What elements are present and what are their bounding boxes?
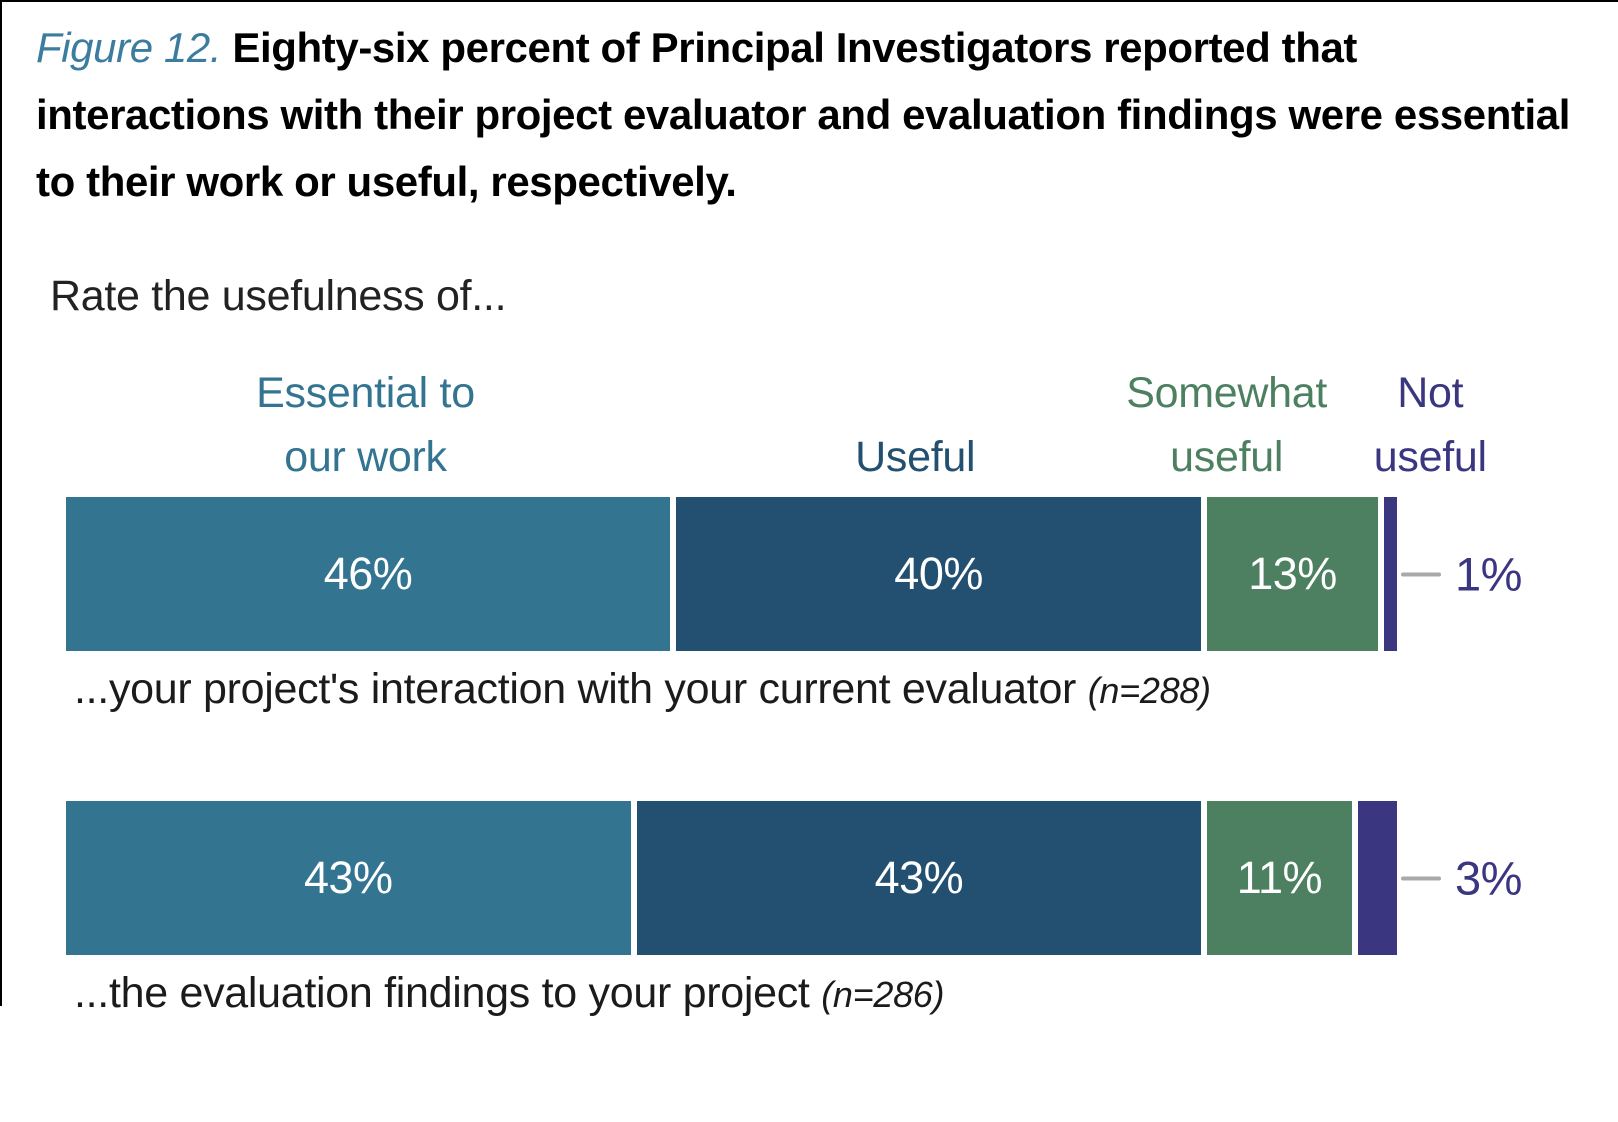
callout-leader-line xyxy=(1401,876,1441,880)
figure-caption: Figure 12. Eighty-six percent of Princip… xyxy=(36,14,1584,215)
segment-value-label: 11% xyxy=(1236,852,1323,903)
segment-value-label: 13% xyxy=(1248,548,1337,599)
segment-value-label: 40% xyxy=(894,548,983,599)
figure-number-label: Figure 12. xyxy=(36,24,222,71)
sample-size-label: (n=288) xyxy=(1087,670,1211,711)
legend-not-useful: Not useful xyxy=(1374,361,1487,489)
legend-label-line: useful xyxy=(1170,433,1284,481)
bar-segment-essential-to-our-work: 43% xyxy=(66,801,631,955)
callout-3: 3% xyxy=(1397,851,1522,906)
legend-label-line: Essential to xyxy=(256,369,475,417)
callout-value-label: 3% xyxy=(1455,851,1522,905)
callout-1: 1% xyxy=(1397,547,1522,602)
bar-segment-somewhat-useful: 11% xyxy=(1207,801,1352,955)
figure-caption-text: Eighty-six percent of Principal Investig… xyxy=(36,24,1571,205)
legend-label-line: useful xyxy=(1373,433,1487,481)
legend-label-line: Not xyxy=(1397,369,1464,417)
stacked-bar-chart: Essential to our work Useful Somewhat useful… xyxy=(66,361,1522,1023)
legend-essential-to-our-work: Essential to our work xyxy=(256,361,475,489)
bar-category-label-text: ...the evaluation findings to your proje… xyxy=(74,969,822,1017)
sample-size-label: (n=286) xyxy=(821,974,945,1015)
frame-left-border xyxy=(0,0,2,1006)
frame-top-border xyxy=(0,0,1618,2)
chart-prompt: Rate the usefulness of... xyxy=(50,272,507,320)
legend-label-line: our work xyxy=(284,433,447,481)
bar-category-label-text: ...your project's interaction with your … xyxy=(74,665,1088,713)
bar-segment-not-useful xyxy=(1357,801,1398,955)
segment-value-label: 46% xyxy=(323,548,413,599)
segment-value-label: 43% xyxy=(304,852,393,903)
legend-useful: Useful xyxy=(855,425,975,489)
chart-rows: 46% 40% 13% 1% ...your project's interaction… xyxy=(66,497,1522,1023)
bar-segment-useful: 40% xyxy=(675,497,1202,651)
bar-segment-not-useful xyxy=(1383,497,1397,651)
bar-segment-useful: 43% xyxy=(636,801,1202,955)
callout-value-label: 1% xyxy=(1455,547,1522,601)
callout-leader-line xyxy=(1401,572,1441,576)
stacked-bar-row: 43% 43% 11% 3% xyxy=(66,801,1522,955)
stacked-bar-row: 46% 40% 13% 1% xyxy=(66,497,1522,651)
legend-label-line: Useful xyxy=(855,433,976,481)
bar-segment-somewhat-useful: 13% xyxy=(1207,497,1378,651)
segment-value-label: 43% xyxy=(874,852,964,903)
bar-category-label: ...your project's interaction with your … xyxy=(66,661,1397,719)
chart-legend: Essential to our work Useful Somewhat useful… xyxy=(66,361,1487,497)
legend-somewhat-useful: Somewhat useful xyxy=(1126,361,1327,489)
bar-segment-essential-to-our-work: 46% xyxy=(66,497,670,651)
legend-label-line: Somewhat xyxy=(1126,369,1328,417)
bar-category-label: ...the evaluation findings to your proje… xyxy=(66,965,1397,1023)
